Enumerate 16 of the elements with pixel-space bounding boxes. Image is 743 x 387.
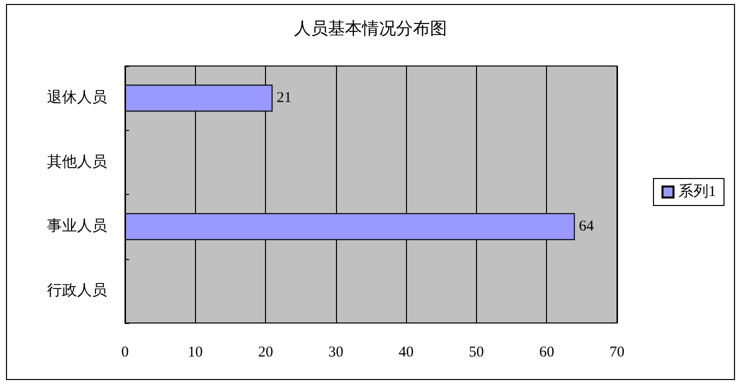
- x-tick-label: 40: [398, 344, 414, 360]
- data-label: 21: [276, 90, 292, 106]
- x-tick-label: 50: [468, 344, 484, 360]
- x-tick-label: 30: [328, 344, 344, 360]
- x-tick-label: 60: [539, 344, 554, 360]
- data-label: 64: [578, 218, 594, 235]
- x-tick-label: 20: [258, 344, 274, 360]
- y-tick-label: 其他人员: [47, 153, 107, 170]
- chart-title: 人员基本情况分布图: [294, 19, 447, 38]
- x-tick-label: 10: [188, 344, 203, 360]
- x-tick-label: 0: [121, 344, 129, 360]
- y-tick-label: 退休人员: [47, 89, 107, 106]
- x-tick-label: 70: [610, 344, 624, 360]
- legend-label: 系列1: [678, 183, 716, 200]
- y-tick-label: 事业人员: [47, 218, 107, 235]
- y-tick-label: 行政人员: [47, 282, 107, 299]
